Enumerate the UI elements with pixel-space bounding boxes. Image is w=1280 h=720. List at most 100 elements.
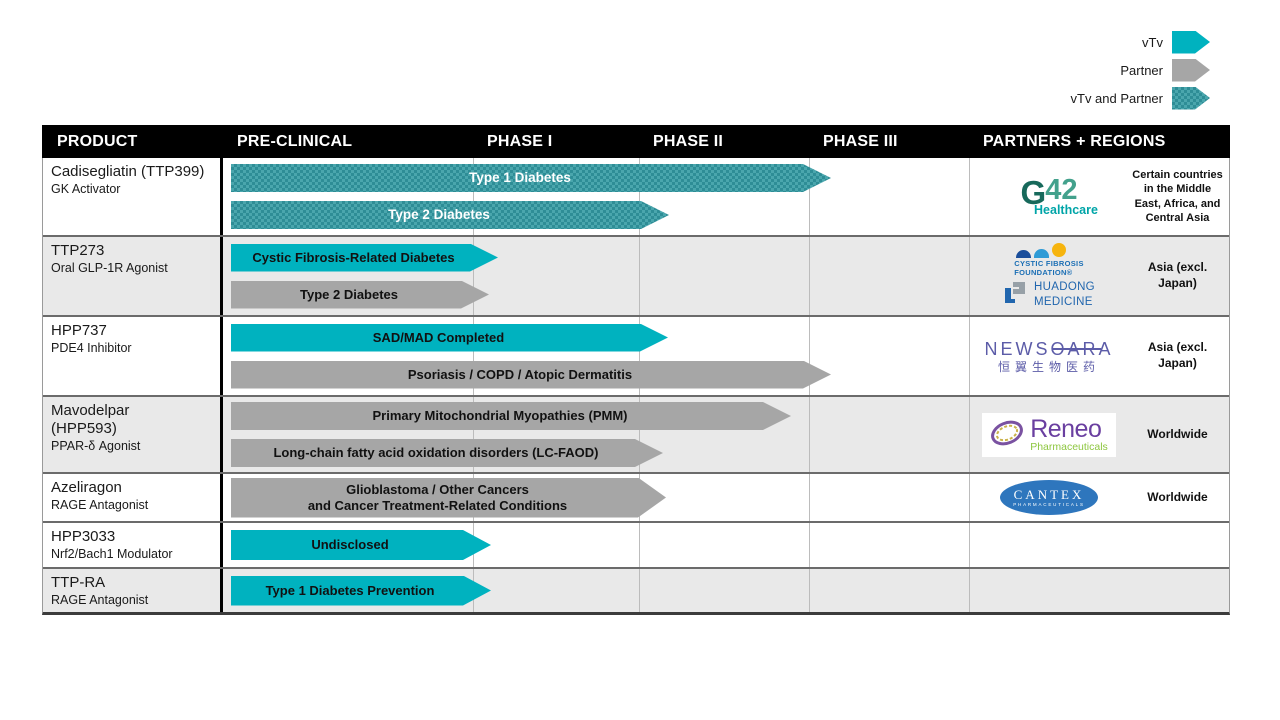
- pipeline-bar-label: Glioblastoma / Other Cancers and Cancer …: [307, 481, 568, 513]
- g42-number: 42: [1045, 174, 1078, 207]
- product-mechanism: RAGE Antagonist: [51, 498, 149, 512]
- legend-item-vtv: vTv: [1071, 30, 1211, 54]
- partner-logos: NEWSOARA 恒翼生物医药: [970, 340, 1124, 373]
- g42-healthcare-label: Healthcare: [1034, 203, 1098, 218]
- huadong-name-line2: MEDICINE: [1034, 295, 1093, 308]
- pipeline-cell: Cystic Fibrosis-Related Diabetes Type 2 D…: [223, 237, 969, 315]
- region-text: Certain countries in the Middle East, Af…: [1132, 168, 1223, 224]
- pipeline-bar: Undisclosed: [231, 530, 491, 560]
- pipeline-bar: Long-chain fatty acid oxidation disorder…: [231, 439, 663, 467]
- pipeline-bar: Type 1 Diabetes: [231, 164, 831, 192]
- newsoara-chinese-name: 恒翼生物医药: [997, 359, 1100, 374]
- column-header-phase1: PHASE I: [487, 132, 553, 150]
- partners-cell: NEWSOARA 恒翼生物医药 Asia (excl. Japan): [969, 317, 1231, 395]
- region-text: Worldwide: [1147, 489, 1208, 504]
- product-mechanism: PPAR-δ Agonist: [51, 439, 141, 453]
- pipeline-row: HPP3033 Nrf2/Bach1 Modulator Undisclosed: [43, 521, 1229, 567]
- pipeline-bar: Type 2 Diabetes: [231, 281, 489, 309]
- legend-label: vTv: [1142, 34, 1163, 50]
- partner-logo-cystic-fibrosis-foundation: CYSTIC FIBROSIS FOUNDATION®: [1014, 242, 1084, 277]
- pipeline-cell: Glioblastoma / Other Cancers and Cancer …: [223, 474, 969, 521]
- newsoara-wordmark: NEWSOARA: [984, 338, 1114, 359]
- pipeline-cell: Type 1 Diabetes Prevention: [223, 569, 969, 612]
- product-cell: TTP273 Oral GLP-1R Agonist: [43, 237, 223, 315]
- vtv-and-partner-arrow-icon: [1172, 87, 1210, 110]
- pipeline-bar-label: Type 2 Diabetes: [388, 206, 490, 222]
- pipeline-row: Mavodelpar (HPP593) PPAR-δ Agonist Primary…: [43, 395, 1229, 472]
- phase-gridline: [809, 158, 810, 235]
- pipeline-cell: Undisclosed: [223, 523, 969, 567]
- product-name: TTP273: [51, 242, 105, 259]
- pipeline-row: TTP-RA RAGE Antagonist Type 1 Diabetes Pre…: [43, 567, 1229, 612]
- cff-dark-blue-dome: [1016, 249, 1032, 258]
- legend-item-partner: Partner: [1071, 58, 1211, 82]
- product-cell: Azeliragon RAGE Antagonist: [43, 474, 223, 521]
- product-name: Cadisegliatin (TTP399): [51, 163, 205, 180]
- huadong-name: HUADONG MEDICINE: [1034, 280, 1095, 309]
- bars-container: Glioblastoma / Other Cancers and Cancer …: [223, 474, 969, 521]
- phase-gridline: [473, 237, 474, 315]
- pipeline-bar: Glioblastoma / Other Cancers and Cancer …: [231, 478, 666, 518]
- phase-gridline: [639, 158, 640, 235]
- pipeline-bar: Type 2 Diabetes: [231, 201, 669, 229]
- pipeline-row: Azeliragon RAGE Antagonist Glioblastoma / …: [43, 472, 1229, 521]
- cff-name: CYSTIC FIBROSIS FOUNDATION®: [1014, 258, 1084, 277]
- cantex-name: CANTEX: [1013, 486, 1085, 502]
- bars-container: Type 1 Diabetes Prevention: [223, 569, 969, 612]
- product-mechanism: Nrf2/Bach1 Modulator: [51, 547, 173, 561]
- phase-gridline: [473, 397, 474, 472]
- phase-gridline: [809, 317, 810, 395]
- product-mechanism: GK Activator: [51, 182, 121, 196]
- reneo-swirl-icon: [986, 415, 1028, 455]
- huadong-name-line1: HUADONG: [1034, 281, 1095, 294]
- bars-container: Undisclosed: [223, 523, 969, 567]
- pipeline-bar-label: Undisclosed: [311, 537, 389, 553]
- reneo-name-line1: Reneo: [1030, 414, 1102, 443]
- phase-gridline: [639, 317, 640, 395]
- pipeline-bar: Psoriasis / COPD / Atopic Dermatitis: [231, 361, 831, 389]
- product-name: TTP-RA: [51, 574, 106, 591]
- region-text: Asia (excl. Japan): [1147, 340, 1208, 370]
- partner-logos: CANTEX PHARMACEUTICALS: [970, 480, 1124, 515]
- bars-container: Primary Mitochondrial Myopathies (PMM) Lo…: [223, 397, 969, 472]
- product-name: Mavodelpar (HPP593): [51, 402, 130, 437]
- column-header-phase2: PHASE II: [653, 132, 724, 150]
- product-mechanism: Oral GLP-1R Agonist: [51, 261, 168, 275]
- partner-logo-g42-healthcare: G 42 Healthcare: [1000, 176, 1098, 217]
- partner-logo-reneo-pharmaceuticals: Reneo Pharmaceuticals: [982, 412, 1116, 457]
- cff-name-line1: CYSTIC FIBROSIS: [1014, 258, 1084, 268]
- pipeline-bar-label: Type 1 Diabetes: [469, 169, 571, 185]
- phase-gridline: [809, 237, 810, 315]
- reneo-name: Reneo Pharmaceuticals: [1030, 414, 1108, 453]
- pipeline-bar-label: SAD/MAD Completed: [372, 329, 505, 345]
- legend-label: Partner: [1120, 62, 1163, 78]
- g42-wordmark: G 42: [1021, 174, 1078, 210]
- phase-gridline: [473, 317, 474, 395]
- pipeline-bar-label: Type 1 Diabetes Prevention: [265, 582, 435, 598]
- cff-light-blue-dome: [1034, 248, 1050, 258]
- product-name: HPP3033: [51, 528, 116, 545]
- phase-gridline: [809, 474, 810, 521]
- legend-label: vTv and Partner: [1070, 90, 1164, 106]
- cff-yellow-circle: [1052, 242, 1067, 257]
- pipeline-cell: Primary Mitochondrial Myopathies (PMM) Lo…: [223, 397, 969, 472]
- product-cell: TTP-RA RAGE Antagonist: [43, 569, 223, 612]
- table-body: Cadisegliatin (TTP399) GK Activator Type 1…: [42, 158, 1230, 615]
- phase-gridline: [639, 237, 640, 315]
- region-text: Worldwide: [1147, 426, 1208, 441]
- phase-gridline: [639, 569, 640, 612]
- column-header-phase3: PHASE III: [823, 132, 898, 150]
- phase-gridline: [809, 397, 810, 472]
- legend: vTv Partner vTv and Partner: [1071, 30, 1211, 110]
- pipeline-bar: Primary Mitochondrial Myopathies (PMM): [231, 402, 791, 430]
- partner-logo-huadong-medicine: HUADONG MEDICINE: [1003, 280, 1095, 309]
- bars-container: Cystic Fibrosis-Related Diabetes Type 2 D…: [223, 237, 969, 315]
- huadong-square-icon: [1003, 280, 1028, 309]
- product-cell: Cadisegliatin (TTP399) GK Activator: [43, 158, 223, 235]
- partners-cell: [969, 523, 1231, 567]
- partners-cell: G 42 Healthcare Certain countries in the Mi…: [969, 158, 1231, 235]
- phase-gridline: [809, 523, 810, 567]
- pipeline-table: PRODUCT PRE-CLINICAL PHASE I PHASE II PH…: [42, 125, 1230, 615]
- partner-logo-newsoara: NEWSOARA 恒翼生物医药: [984, 340, 1113, 373]
